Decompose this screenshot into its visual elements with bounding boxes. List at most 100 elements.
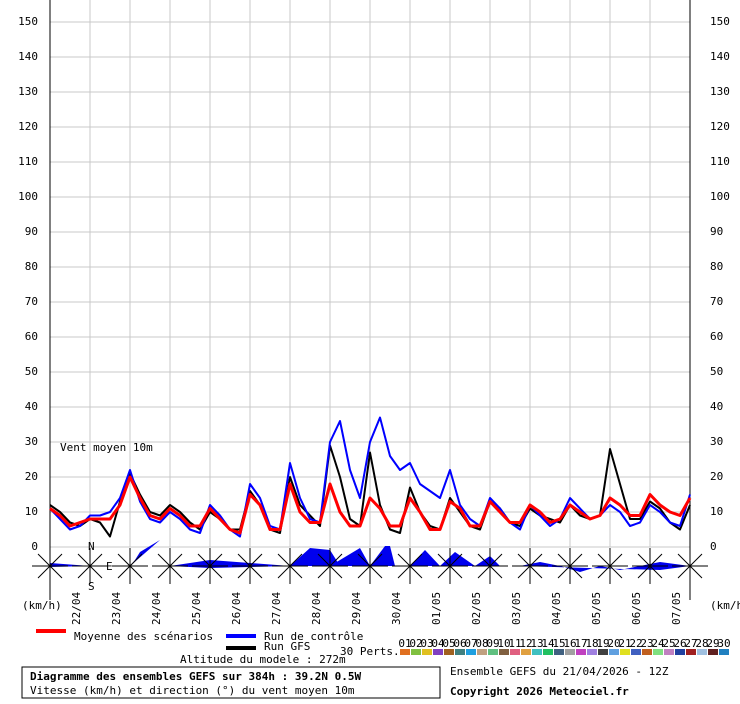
pert-name: 10 (497, 637, 510, 650)
pert-name: 22 (629, 637, 642, 650)
pert-name: 02 (409, 637, 422, 650)
x-tick-label: 24/04 (150, 592, 163, 625)
pert-swatch (532, 649, 542, 655)
compass-ray (157, 553, 183, 579)
y-tick-label: 70 (710, 295, 723, 308)
pert-name: 11 (508, 637, 521, 650)
pert-swatch (488, 649, 498, 655)
compass-ray (117, 553, 143, 579)
pert-swatch (554, 649, 564, 655)
y-tick-label: 10 (25, 505, 38, 518)
pert-name: 06 (453, 637, 466, 650)
chart-subtitle: Vitesse (km/h) et direction (°) du vent … (30, 684, 355, 697)
pert-swatch (653, 649, 663, 655)
legend-label: Run GFS (264, 640, 310, 653)
x-tick-label: 25/04 (190, 592, 203, 625)
pert-swatch (499, 649, 509, 655)
x-tick-label: 23/04 (110, 592, 123, 625)
pert-name: 27 (684, 637, 697, 650)
compass-label: N (88, 540, 95, 553)
panel-label: Vent moyen 10m (60, 441, 153, 454)
x-tick-label: 05/05 (590, 592, 603, 625)
y-unit-left: (km/h) (22, 599, 62, 612)
compass-ray (77, 553, 103, 579)
x-tick-label: 26/04 (230, 592, 243, 625)
pert-name: 04 (431, 637, 445, 650)
compass (32, 548, 708, 584)
y-tick-label: 70 (25, 295, 38, 308)
y-tick-label: 100 (18, 190, 38, 203)
pert-swatch (433, 649, 443, 655)
y-tick-label: 120 (18, 120, 38, 133)
compass-ray (317, 553, 343, 579)
title-box (21, 666, 441, 699)
y-tick-label: 100 (710, 190, 730, 203)
pert-name: 21 (618, 637, 631, 650)
compass-ray (477, 553, 503, 579)
pert-swatch (675, 649, 685, 655)
pert-name: 28 (695, 637, 708, 650)
pert-name: 18 (585, 637, 598, 650)
pert-name: 26 (673, 637, 686, 650)
pert-name: 03 (420, 637, 433, 650)
pert-swatch (477, 649, 487, 655)
y-unit-right: (km/h) (710, 599, 740, 612)
pert-name: 13 (530, 637, 543, 650)
compass-ray (37, 553, 63, 579)
y-tick-label: 20 (25, 470, 38, 483)
y-tick-label: 130 (710, 85, 730, 98)
y-tick-label: 90 (25, 225, 38, 238)
pert-name: 05 (442, 637, 455, 650)
y-tick-label: 20 (710, 470, 723, 483)
pert-swatch (642, 649, 652, 655)
perts-label: 30 Perts. (340, 645, 400, 658)
y-tick-label: 40 (25, 400, 38, 413)
compass-ray (637, 553, 663, 579)
legend-label: Run de contrôle (264, 630, 363, 643)
pert-name: 24 (651, 637, 665, 650)
y-tick-label: 50 (710, 365, 723, 378)
x-tick-label: 28/04 (310, 592, 323, 625)
pert-name: 23 (640, 637, 653, 650)
y-tick-label: 80 (710, 260, 723, 273)
pert-name: 12 (519, 637, 532, 650)
y-tick-label: 90 (710, 225, 723, 238)
x-tick-label: 02/05 (470, 592, 483, 625)
pert-name: 14 (541, 637, 555, 650)
pert-swatch (521, 649, 531, 655)
compass-ray (277, 553, 303, 579)
y-tick-label: 150 (710, 15, 730, 28)
pert-swatch (609, 649, 619, 655)
compass-label: E (106, 560, 113, 573)
x-tick-label: 06/05 (630, 592, 643, 625)
compass-ray (677, 553, 703, 579)
perturbation-legend: 0102030405060708091011121314151617181920… (398, 637, 731, 655)
x-tick-label: 29/04 (350, 592, 363, 625)
pert-swatch (455, 649, 465, 655)
y-tick-label: 120 (710, 120, 730, 133)
y-tick-label: 30 (25, 435, 38, 448)
pert-swatch (697, 649, 707, 655)
pert-name: 17 (574, 637, 587, 650)
y-tick-label: 40 (710, 400, 723, 413)
pert-swatch (708, 649, 718, 655)
y-tick-label: 60 (25, 330, 38, 343)
pert-name: 07 (464, 637, 477, 650)
x-tick-label: 03/05 (510, 592, 523, 625)
run-label: Ensemble GEFS du 21/04/2026 - 12Z (450, 665, 669, 678)
y-tick-label: 150 (18, 15, 38, 28)
y-tick-label: 50 (25, 365, 38, 378)
y-tick-label: 30 (710, 435, 723, 448)
x-tick-label: 22/04 (70, 592, 83, 625)
pert-swatch (400, 649, 410, 655)
pert-swatch (444, 649, 454, 655)
series-line (49, 444, 691, 538)
y-tick-label: 0 (710, 540, 717, 553)
y-tick-label: 0 (31, 540, 38, 553)
pert-name: 08 (475, 637, 488, 650)
day-grid (49, 0, 691, 548)
pert-name: 16 (563, 637, 576, 650)
pert-swatch (543, 649, 553, 655)
altitude: Altitude du modele : 272m (180, 653, 346, 666)
